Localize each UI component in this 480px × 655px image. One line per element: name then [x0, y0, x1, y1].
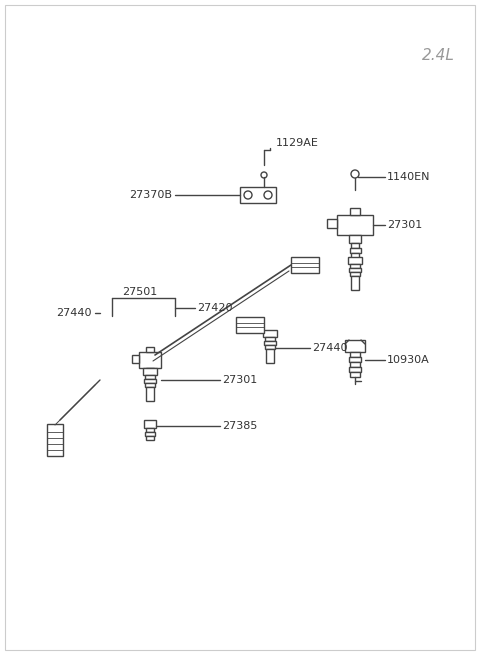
Bar [145, 375, 155, 379]
Bar [348, 257, 362, 264]
Bar [350, 272, 360, 276]
Bar [263, 330, 277, 337]
Bar [351, 276, 359, 290]
Text: 27301: 27301 [222, 375, 257, 385]
Bar [144, 379, 156, 383]
Text: 27385: 27385 [222, 421, 257, 431]
Bar [350, 264, 360, 268]
Text: 27301: 27301 [387, 220, 422, 230]
Bar [350, 352, 360, 357]
Bar [146, 387, 154, 401]
Bar [139, 352, 161, 368]
Bar [345, 340, 365, 352]
Bar [327, 219, 337, 228]
Bar [145, 383, 155, 387]
Circle shape [264, 191, 272, 199]
Bar [146, 436, 154, 440]
Text: 27440: 27440 [312, 343, 348, 353]
Bar [265, 337, 275, 341]
Bar [350, 208, 360, 215]
Text: 27501: 27501 [122, 287, 157, 297]
Bar [337, 215, 373, 235]
Circle shape [261, 172, 267, 178]
Text: 10930A: 10930A [387, 355, 430, 365]
Bar [265, 345, 275, 349]
Text: 1129AE: 1129AE [276, 138, 319, 148]
Text: 27440: 27440 [57, 308, 92, 318]
Text: 1140EN: 1140EN [387, 172, 431, 182]
Bar [349, 248, 360, 253]
Circle shape [351, 170, 359, 178]
Bar [349, 367, 361, 372]
Bar [240, 187, 276, 203]
Bar [144, 420, 156, 428]
Bar [146, 368, 154, 373]
Text: 2.4L: 2.4L [422, 48, 455, 63]
Bar [146, 428, 154, 432]
Bar [47, 424, 63, 456]
Circle shape [244, 191, 252, 199]
Bar [143, 368, 157, 375]
Bar [132, 355, 139, 363]
Bar [351, 243, 359, 248]
Bar [145, 432, 155, 436]
Bar [350, 372, 360, 377]
Bar [266, 349, 274, 363]
Bar [351, 253, 359, 258]
Text: 27370B: 27370B [129, 190, 172, 200]
Bar [264, 341, 276, 345]
Text: 27420: 27420 [197, 303, 232, 313]
Bar [349, 268, 361, 272]
Bar [350, 362, 360, 367]
Bar [236, 317, 264, 333]
Bar [349, 235, 361, 243]
Bar [349, 357, 361, 362]
Bar [146, 347, 154, 352]
Bar [349, 258, 360, 263]
Bar [291, 257, 319, 273]
